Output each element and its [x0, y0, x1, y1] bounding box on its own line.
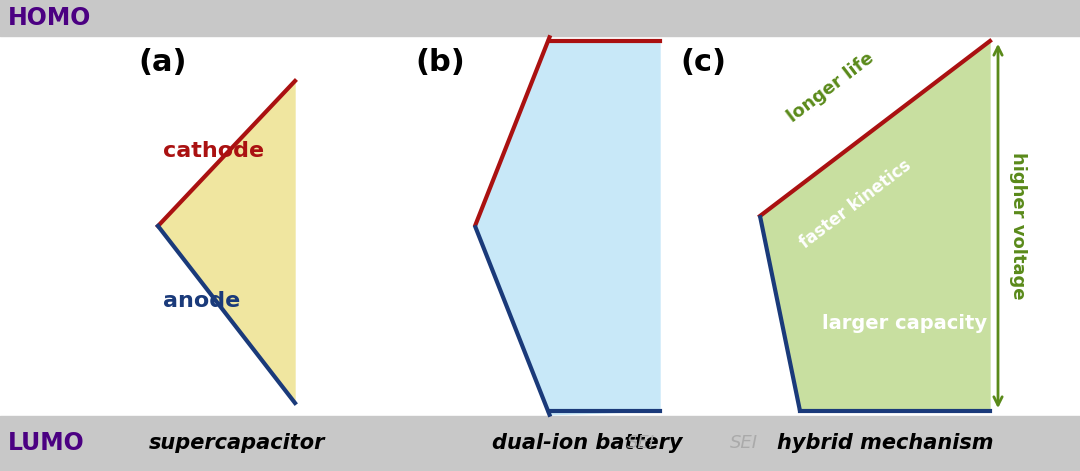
Text: (a): (a)	[138, 48, 187, 77]
Text: HOMO: HOMO	[8, 6, 92, 30]
Text: cathode: cathode	[163, 141, 265, 161]
Text: anode: anode	[163, 291, 240, 311]
Polygon shape	[760, 41, 990, 411]
Text: supercapacitor: supercapacitor	[148, 433, 325, 453]
Text: longer life: longer life	[784, 49, 877, 126]
Text: LUMO: LUMO	[8, 431, 84, 455]
Text: (b): (b)	[415, 48, 464, 77]
Text: (c): (c)	[680, 48, 726, 77]
Text: SEI: SEI	[627, 435, 654, 453]
Text: higher voltage: higher voltage	[1009, 152, 1027, 300]
Polygon shape	[475, 37, 660, 415]
Text: larger capacity: larger capacity	[823, 314, 987, 333]
Text: dual-ion battery: dual-ion battery	[492, 433, 683, 453]
Text: SEI: SEI	[730, 435, 758, 453]
Polygon shape	[158, 81, 295, 403]
Text: faster kinetics: faster kinetics	[797, 156, 915, 252]
Text: hybrid mechanism: hybrid mechanism	[777, 433, 994, 453]
